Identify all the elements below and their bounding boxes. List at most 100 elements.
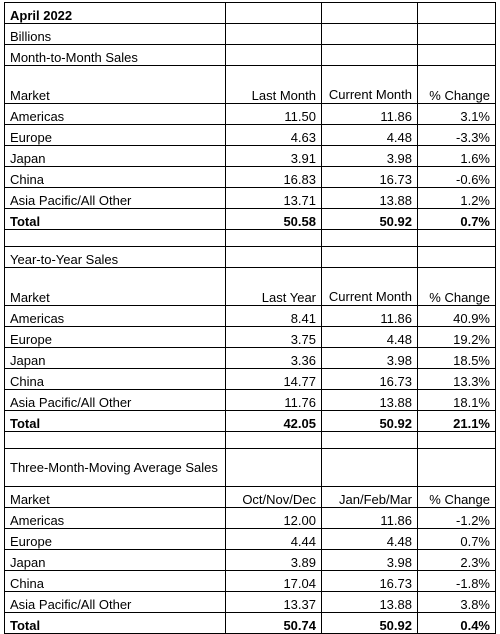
value-cell: 16.83: [225, 166, 322, 188]
table-row: Americas 12.00 11.86 -1.2%: [4, 507, 496, 529]
value-cell: 13.88: [321, 591, 418, 613]
change-cell: -1.8%: [417, 570, 496, 592]
table-row: Europe 4.63 4.48 -3.3%: [4, 124, 496, 146]
title-row: April 2022: [4, 2, 496, 24]
value-cell: 16.73: [321, 570, 418, 592]
section-heading: Year-to-Year Sales: [4, 246, 226, 268]
value-cell: 13.88: [321, 389, 418, 411]
col-current: Current Month: [321, 267, 418, 306]
total-label: Total: [4, 612, 226, 634]
value-cell: 12.00: [225, 507, 322, 529]
change-cell: 0.7%: [417, 528, 496, 550]
value-cell: 11.50: [225, 103, 322, 125]
value-cell: 4.48: [321, 528, 418, 550]
market-cell: Asia Pacific/All Other: [4, 187, 226, 209]
total-label: Total: [4, 410, 226, 432]
col-change: % Change: [417, 486, 496, 508]
market-cell: Europe: [4, 326, 226, 348]
change-cell: 2.3%: [417, 549, 496, 571]
total-row: Total 42.05 50.92 21.1%: [4, 410, 496, 432]
total-change: 0.4%: [417, 612, 496, 634]
column-header-row: Market Last Year Current Month % Change: [4, 267, 496, 306]
value-cell: 11.86: [321, 103, 418, 125]
col-prior: Last Year: [225, 267, 322, 306]
section-heading-row: Month-to-Month Sales: [4, 44, 496, 66]
col-current: Jan/Feb/Mar: [321, 486, 418, 508]
total-label: Total: [4, 208, 226, 230]
change-cell: 3.8%: [417, 591, 496, 613]
table-row: Asia Pacific/All Other 13.37 13.88 3.8%: [4, 591, 496, 613]
table-row: Japan 3.91 3.98 1.6%: [4, 145, 496, 167]
table-row: Asia Pacific/All Other 13.71 13.88 1.2%: [4, 187, 496, 209]
table-row: China 14.77 16.73 13.3%: [4, 368, 496, 390]
market-cell: Japan: [4, 549, 226, 571]
value-cell: 13.71: [225, 187, 322, 209]
section-heading: Month-to-Month Sales: [4, 44, 226, 66]
table-row: Americas 8.41 11.86 40.9%: [4, 305, 496, 327]
change-cell: 1.2%: [417, 187, 496, 209]
table-row: Europe 3.75 4.48 19.2%: [4, 326, 496, 348]
units-row: Billions: [4, 23, 496, 45]
total-value: 42.05: [225, 410, 322, 432]
total-value: 50.92: [321, 208, 418, 230]
value-cell: 11.76: [225, 389, 322, 411]
value-cell: 14.77: [225, 368, 322, 390]
col-prior: Last Month: [225, 65, 322, 104]
market-cell: Asia Pacific/All Other: [4, 591, 226, 613]
value-cell: 4.48: [321, 124, 418, 146]
table-row: China 17.04 16.73 -1.8%: [4, 570, 496, 592]
table-row: Asia Pacific/All Other 11.76 13.88 18.1%: [4, 389, 496, 411]
table-row: Europe 4.44 4.48 0.7%: [4, 528, 496, 550]
section-heading-row: Year-to-Year Sales: [4, 246, 496, 268]
col-market: Market: [4, 267, 226, 306]
value-cell: 4.63: [225, 124, 322, 146]
value-cell: 4.48: [321, 326, 418, 348]
change-cell: 3.1%: [417, 103, 496, 125]
change-cell: -3.3%: [417, 124, 496, 146]
market-cell: China: [4, 368, 226, 390]
value-cell: 3.98: [321, 145, 418, 167]
change-cell: 18.1%: [417, 389, 496, 411]
change-cell: 13.3%: [417, 368, 496, 390]
market-cell: Japan: [4, 347, 226, 369]
table-row: China 16.83 16.73 -0.6%: [4, 166, 496, 188]
value-cell: 11.86: [321, 507, 418, 529]
market-cell: Americas: [4, 103, 226, 125]
value-cell: 16.73: [321, 368, 418, 390]
value-cell: 13.88: [321, 187, 418, 209]
report-title: April 2022: [4, 2, 226, 24]
col-prior: Oct/Nov/Dec: [225, 486, 322, 508]
total-row: Total 50.74 50.92 0.4%: [4, 612, 496, 634]
value-cell: 13.37: [225, 591, 322, 613]
change-cell: 18.5%: [417, 347, 496, 369]
value-cell: 11.86: [321, 305, 418, 327]
total-value: 50.92: [321, 612, 418, 634]
market-cell: Europe: [4, 528, 226, 550]
value-cell: 17.04: [225, 570, 322, 592]
col-current: Current Month: [321, 65, 418, 104]
market-cell: Americas: [4, 305, 226, 327]
value-cell: 3.89: [225, 549, 322, 571]
value-cell: 16.73: [321, 166, 418, 188]
spacer-row: [4, 431, 496, 449]
market-cell: Europe: [4, 124, 226, 146]
change-cell: 1.6%: [417, 145, 496, 167]
table-row: Americas 11.50 11.86 3.1%: [4, 103, 496, 125]
change-cell: 40.9%: [417, 305, 496, 327]
total-change: 0.7%: [417, 208, 496, 230]
column-header-row: Market Last Month Current Month % Change: [4, 65, 496, 104]
value-cell: 3.98: [321, 347, 418, 369]
section-heading: Three-Month-Moving Average Sales: [10, 459, 218, 475]
value-cell: 3.36: [225, 347, 322, 369]
value-cell: 4.44: [225, 528, 322, 550]
section-heading-row: Three-Month-Moving Average Sales: [4, 448, 496, 487]
change-cell: -0.6%: [417, 166, 496, 188]
value-cell: 3.91: [225, 145, 322, 167]
total-change: 21.1%: [417, 410, 496, 432]
change-cell: -1.2%: [417, 507, 496, 529]
col-market: Market: [4, 65, 226, 104]
spacer-row: [4, 229, 496, 247]
table-row: Japan 3.36 3.98 18.5%: [4, 347, 496, 369]
total-row: Total 50.58 50.92 0.7%: [4, 208, 496, 230]
market-cell: Americas: [4, 507, 226, 529]
